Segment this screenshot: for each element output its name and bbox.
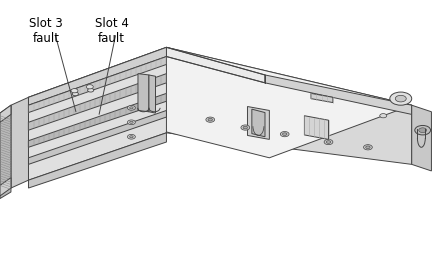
Polygon shape (149, 75, 155, 113)
Circle shape (208, 118, 212, 121)
Circle shape (88, 88, 94, 92)
Polygon shape (11, 97, 28, 188)
Polygon shape (304, 116, 328, 139)
Circle shape (71, 89, 78, 93)
Polygon shape (0, 105, 11, 122)
Circle shape (419, 128, 427, 133)
Polygon shape (28, 93, 166, 147)
Text: Slot 3
fault: Slot 3 fault (29, 17, 63, 45)
Circle shape (127, 134, 135, 139)
Polygon shape (28, 57, 166, 113)
Polygon shape (412, 105, 431, 171)
Circle shape (127, 120, 135, 125)
Circle shape (241, 125, 250, 130)
Circle shape (415, 125, 431, 135)
Circle shape (243, 126, 247, 129)
Circle shape (130, 136, 133, 138)
Circle shape (72, 92, 78, 96)
Polygon shape (138, 74, 149, 112)
Circle shape (206, 117, 215, 122)
Polygon shape (166, 47, 265, 83)
Circle shape (366, 146, 370, 149)
Polygon shape (166, 47, 412, 164)
Circle shape (395, 95, 406, 102)
Polygon shape (247, 107, 269, 139)
Circle shape (364, 145, 372, 150)
Polygon shape (0, 178, 11, 196)
Polygon shape (252, 109, 265, 137)
Circle shape (280, 132, 289, 137)
Polygon shape (28, 133, 166, 188)
Circle shape (130, 107, 133, 109)
Circle shape (130, 121, 133, 123)
Polygon shape (28, 47, 166, 105)
Circle shape (326, 141, 331, 143)
Polygon shape (265, 75, 412, 114)
Circle shape (380, 114, 387, 118)
Polygon shape (28, 47, 412, 158)
Polygon shape (311, 93, 333, 103)
Circle shape (324, 139, 333, 145)
Polygon shape (28, 110, 166, 164)
Polygon shape (0, 105, 11, 199)
Circle shape (127, 105, 135, 110)
Circle shape (390, 92, 412, 105)
Polygon shape (28, 74, 166, 130)
Polygon shape (28, 47, 166, 180)
Text: Slot 4
fault: Slot 4 fault (95, 17, 129, 45)
Circle shape (86, 85, 93, 89)
Circle shape (283, 133, 287, 135)
